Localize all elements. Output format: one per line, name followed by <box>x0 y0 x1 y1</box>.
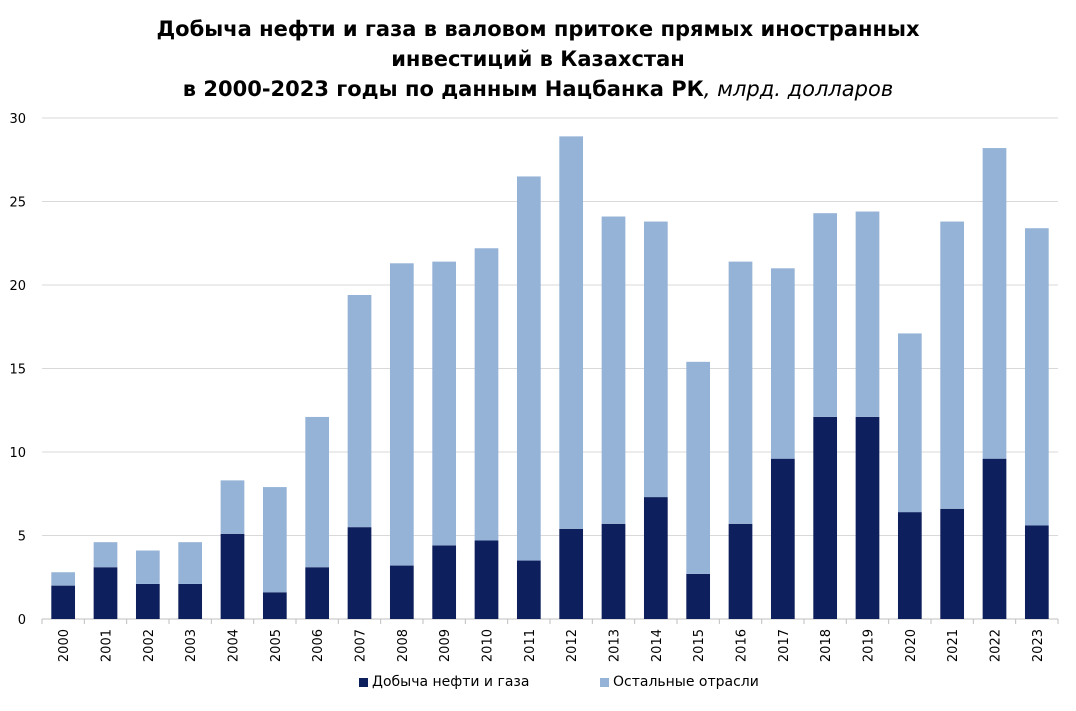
bar-oil-gas-2013 <box>601 523 626 619</box>
x-tick-label: 2007 <box>354 629 369 662</box>
x-axis: 2000 2001 2002 2003 2004 2005 2006 2007 2008 2009… <box>41 619 1059 662</box>
bar-oil-gas-2022 <box>982 458 1007 619</box>
bar-oil-gas-2014 <box>643 497 668 619</box>
bar-oil-gas-2009 <box>432 545 457 619</box>
bar-oil-gas-2006 <box>305 567 330 619</box>
x-tick-label: 2016 <box>735 629 750 662</box>
y-tick-label: 5 <box>18 530 26 545</box>
y-tick-label: 15 <box>9 363 26 378</box>
bar-other-2015 <box>686 361 711 574</box>
bar-other-2013 <box>601 216 626 524</box>
y-tick-label: 25 <box>9 196 26 211</box>
y-tick-label: 20 <box>9 279 26 294</box>
bar-other-2018 <box>813 213 838 417</box>
bar-other-2011 <box>516 176 541 561</box>
bar-oil-gas-2002 <box>135 583 160 619</box>
x-tick-label: 2015 <box>692 629 707 662</box>
bar-other-2021 <box>940 221 965 509</box>
x-tick-label: 2020 <box>904 629 919 662</box>
x-tick-label: 2010 <box>481 629 496 662</box>
bar-oil-gas-2000 <box>51 585 76 619</box>
bar-oil-gas-2017 <box>770 458 795 619</box>
bar-oil-gas-2021 <box>940 508 965 619</box>
legend-swatch-other <box>600 677 609 687</box>
x-tick-label: 2005 <box>269 629 284 662</box>
bar-oil-gas-2018 <box>813 416 838 619</box>
legend-swatch-oil-gas <box>359 677 368 687</box>
bar-oil-gas-2012 <box>559 528 584 619</box>
legend-label-oil-gas: Добыча нефти и газа <box>372 674 530 690</box>
y-tick-label: 0 <box>18 613 26 628</box>
bar-other-2005 <box>262 487 287 593</box>
bar-oil-gas-2015 <box>686 573 711 619</box>
bars <box>51 136 1049 619</box>
x-tick-label: 2022 <box>989 629 1004 662</box>
x-tick-label: 2008 <box>396 629 411 662</box>
legend: Добыча нефти и газа Остальные отрасли <box>0 674 1076 694</box>
chart-title-line1: Добыча нефти и газа в валовом притоке пр… <box>156 17 920 41</box>
bar-other-2004 <box>220 480 245 534</box>
bar-oil-gas-2010 <box>474 540 499 619</box>
bar-oil-gas-2003 <box>178 583 203 619</box>
bar-oil-gas-2011 <box>516 560 541 619</box>
bar-other-2012 <box>559 136 584 529</box>
bar-oil-gas-2020 <box>897 512 922 619</box>
bar-other-2010 <box>474 248 499 541</box>
bar-other-2002 <box>135 550 160 584</box>
x-tick-label: 2011 <box>523 629 538 662</box>
x-tick-label: 2009 <box>438 629 453 662</box>
x-tick-label: 2006 <box>311 629 326 662</box>
y-axis: 0 5 10 15 20 25 30 <box>9 112 26 628</box>
chart-title-line2: инвестиций в Казахстан <box>391 47 685 71</box>
bar-other-2016 <box>728 261 753 524</box>
bar-other-2014 <box>643 221 668 498</box>
x-tick-label: 2003 <box>184 629 199 662</box>
bar-other-2023 <box>1024 228 1049 526</box>
bar-other-2022 <box>982 148 1007 459</box>
legend-item-oil-gas: Добыча нефти и газа <box>359 674 529 690</box>
bar-other-2007 <box>347 295 372 528</box>
x-tick-label: 2014 <box>650 629 665 662</box>
bar-other-2009 <box>432 261 457 546</box>
x-tick-label: 2019 <box>862 629 877 662</box>
x-tick-label: 2004 <box>227 629 242 662</box>
chart-title-line3: в 2000-2023 годы по данным Нацбанка РК, … <box>0 74 1076 104</box>
bar-other-2006 <box>305 416 330 568</box>
bar-other-2000 <box>51 572 76 586</box>
bar-other-2003 <box>178 542 203 584</box>
bar-other-2019 <box>855 211 880 417</box>
x-tick-label: 2012 <box>565 629 580 662</box>
chart-title: Добыча нефти и газа в валовом притоке пр… <box>0 14 1076 104</box>
y-tick-label: 10 <box>9 446 26 461</box>
x-tick-label: 2000 <box>57 629 72 662</box>
bar-oil-gas-2023 <box>1024 525 1049 619</box>
x-tick-label: 2023 <box>1031 629 1046 662</box>
bar-other-2017 <box>770 268 795 459</box>
x-tick-label: 2001 <box>100 629 115 662</box>
x-tick-label: 2018 <box>819 629 834 662</box>
bar-other-2020 <box>897 333 922 513</box>
chart-title-unit: , млрд. долларов <box>703 77 894 101</box>
legend-label-other: Остальные отрасли <box>613 674 759 690</box>
bar-other-2001 <box>93 542 118 568</box>
x-tick-label: 2002 <box>142 629 157 662</box>
bar-oil-gas-2016 <box>728 523 753 619</box>
bar-oil-gas-2001 <box>93 567 118 619</box>
bar-other-2008 <box>389 263 414 566</box>
x-tick-label: 2021 <box>946 629 961 662</box>
chart-title-line3-main: в 2000-2023 годы по данным Нацбанка РК <box>182 77 704 101</box>
bar-oil-gas-2005 <box>262 592 287 619</box>
x-tick-label: 2013 <box>608 629 623 662</box>
bar-oil-gas-2008 <box>389 565 414 619</box>
x-tick-label: 2017 <box>777 629 792 662</box>
y-tick-label: 30 <box>9 112 26 127</box>
bar-oil-gas-2019 <box>855 416 880 619</box>
bar-oil-gas-2004 <box>220 533 245 619</box>
legend-item-other: Остальные отрасли <box>600 674 759 690</box>
bar-oil-gas-2007 <box>347 527 372 619</box>
